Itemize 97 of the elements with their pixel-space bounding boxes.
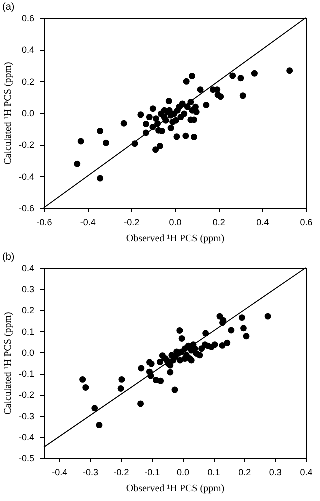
x-tick-label: 0.0 [169,218,182,228]
point [182,132,190,140]
point [158,128,166,134]
y-tick-label: 0.0 [22,348,34,358]
point [146,114,153,121]
point [102,140,110,146]
x-tick-label: -0.1 [144,468,160,478]
point [168,124,174,132]
point [203,102,210,108]
y-axis-title: Calculated ¹H PCS (ppm) [2,312,14,415]
point [156,358,164,366]
point [193,108,200,116]
point [120,120,128,127]
point [80,376,86,383]
point [190,134,198,140]
x-tick-label: -0.4 [52,468,68,478]
x-tick-label: 0.2 [212,218,226,228]
point [78,138,84,145]
point [286,68,294,74]
point [118,386,124,392]
point [178,335,186,342]
y-tick-label: 0.4 [22,45,34,56]
x-tick-label: 0.4 [300,468,313,478]
x-tick-label: -0.3 [82,468,98,478]
point [243,333,250,340]
point [251,70,258,77]
x-tick-label: 0.3 [269,468,282,478]
point [138,400,144,408]
y-tick-label: -0.2 [18,390,34,400]
y-tick-label: 0.6 [22,14,34,24]
x-axis-title: Observed ¹H PCS (ppm) [126,234,225,244]
point [172,117,180,124]
point [183,78,190,85]
x-tick-label: 0.1 [208,468,220,478]
point [224,340,231,346]
point [142,121,150,128]
y-tick-label: 0.4 [22,264,34,274]
point [161,107,168,114]
point [167,369,174,376]
point [228,327,235,334]
y-tick-label: -0.6 [18,204,34,214]
x-tick-label: -0.2 [124,218,140,228]
point [118,376,126,383]
point [240,92,246,100]
point [97,128,104,134]
point [74,160,81,168]
x-axis-title: Observed ¹H PCS (ppm) [126,484,225,494]
point [196,352,204,359]
chart-title: (b) [2,252,15,263]
point [172,386,178,394]
point [177,357,184,364]
point [238,314,246,322]
point [218,94,224,100]
point [189,73,196,80]
point [264,313,272,320]
point [198,346,206,352]
point [152,146,160,154]
point [230,72,236,80]
x-tick-label: 0.0 [176,468,190,478]
point [174,134,180,140]
point [138,365,145,372]
y-tick-label: 0.1 [22,326,34,337]
y-tick-label: 0.2 [22,76,34,87]
point [82,384,90,391]
point [166,98,172,105]
y-tick-label: 0.0 [22,108,34,118]
point [176,327,184,334]
y-tick-label: -0.4 [18,432,34,442]
y-tick-label: 0.2 [22,306,34,316]
x-tick-label: 0.2 [238,468,252,478]
point [138,112,144,118]
y-tick-label: -0.3 [18,411,34,422]
point [197,86,204,94]
point [92,405,98,412]
point [219,342,226,349]
y-tick-label: -0.4 [18,172,34,182]
y-tick-label: -0.2 [18,140,34,150]
point [240,325,247,332]
point [181,110,188,118]
x-tick-label: 0.4 [256,218,270,228]
x-tick-label: -0.4 [80,218,96,228]
x-tick-label: 0.6 [300,218,313,228]
point [158,378,164,384]
y-tick-label: 0.3 [22,284,34,295]
x-tick-label: -0.2 [114,468,130,478]
point [97,175,104,182]
point [152,116,160,122]
point [150,106,156,112]
point [96,422,103,429]
x-tick-label: -0.6 [36,218,52,228]
point [238,75,244,82]
y-tick-label: -0.5 [18,454,34,464]
point [208,344,215,350]
y-tick-label: -0.1 [18,369,34,380]
point [156,143,164,150]
y-axis-title: Calculated ¹H PCS (ppm) [2,62,14,165]
chart-title: (a) [2,2,15,13]
